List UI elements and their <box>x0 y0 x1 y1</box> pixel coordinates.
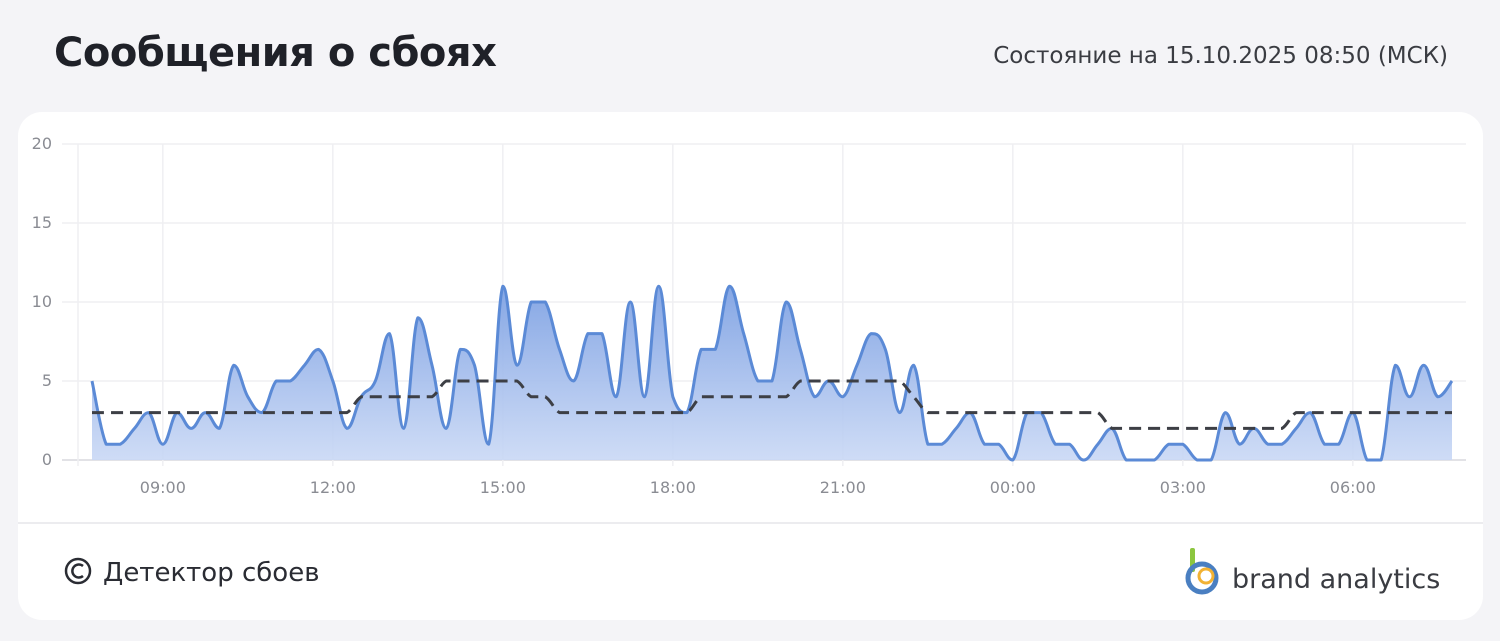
brand-logo <box>1185 548 1219 595</box>
x-tick-label: 15:00 <box>480 478 526 497</box>
x-tick-label: 03:00 <box>1160 478 1206 497</box>
y-tick-label: 5 <box>42 371 52 390</box>
x-tick-label: 06:00 <box>1330 478 1376 497</box>
y-tick-label: 15 <box>32 213 52 232</box>
x-tick-label: 21:00 <box>820 478 866 497</box>
y-tick-label: 10 <box>32 292 52 311</box>
copyright-icon <box>64 557 92 585</box>
x-tick-label: 12:00 <box>310 478 356 497</box>
area <box>92 286 1452 460</box>
title: Сообщения о сбоях <box>54 30 497 76</box>
x-tick-label: 00:00 <box>990 478 1036 497</box>
status: Состояние на 15.10.2025 08:50 (МСК) <box>993 43 1448 69</box>
x-tick-label: 09:00 <box>140 478 186 497</box>
source: Детектор сбоев <box>103 558 320 588</box>
line <box>90 284 1454 462</box>
dashed-line <box>92 379 1452 430</box>
y-tick-label: 20 <box>32 134 52 153</box>
y-tick-label: 0 <box>42 450 52 469</box>
brand: brand analytics <box>1232 564 1440 595</box>
x-tick-label: 18:00 <box>650 478 696 497</box>
